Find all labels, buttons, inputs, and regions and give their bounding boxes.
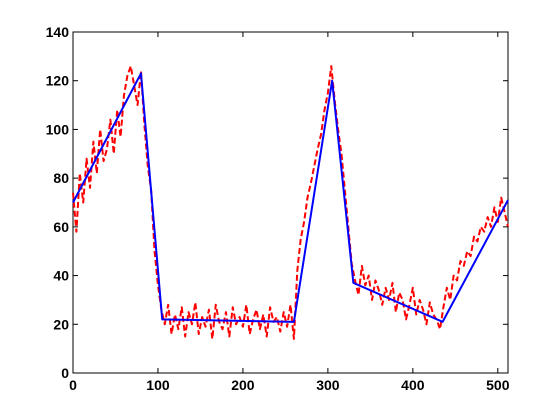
x-tick-label: 300 — [316, 377, 340, 393]
series-layer — [72, 65, 509, 340]
y-tick-label: 60 — [53, 219, 69, 235]
y-tick-label: 120 — [46, 73, 70, 89]
x-tick-label: 100 — [146, 377, 170, 393]
y-tick-label: 20 — [53, 316, 69, 332]
fitted-series-line — [72, 72, 509, 323]
y-tick-label: 100 — [46, 121, 70, 137]
x-tick-label: 400 — [401, 377, 425, 393]
y-tick-label: 0 — [61, 365, 69, 381]
x-axis-tick-labels: 0 100 200 300 400 500 — [69, 377, 510, 393]
y-tick-label: 40 — [53, 268, 69, 284]
y-axis-tick-labels: 0 20 40 60 80 100 120 140 — [46, 24, 70, 381]
axis-ticks — [72, 31, 508, 374]
y-tick-label: 80 — [53, 170, 69, 186]
x-tick-label: 500 — [486, 377, 510, 393]
x-tick-label: 200 — [231, 377, 255, 393]
x-tick-label: 0 — [69, 377, 77, 393]
y-tick-label: 140 — [46, 24, 70, 40]
